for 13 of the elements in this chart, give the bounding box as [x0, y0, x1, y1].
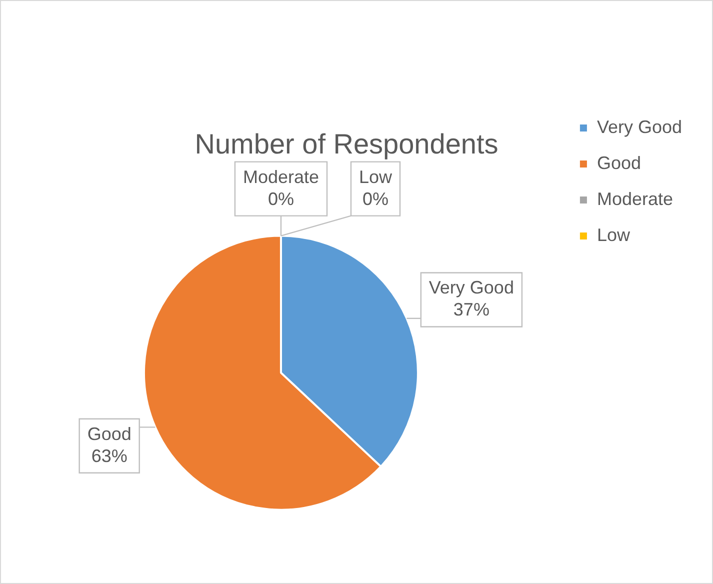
- text: 0%: [268, 188, 294, 209]
- category-label: Moderate: [242, 166, 319, 187]
- data-label: 37%: [453, 300, 490, 320]
- text: 0%: [362, 188, 388, 209]
- legend-label: Moderate: [596, 188, 673, 209]
- data-label: 63%: [91, 446, 128, 466]
- legend-label: Good: [596, 152, 641, 173]
- slice-label: Good: [87, 424, 132, 444]
- chart-title: Number of Respondents: [194, 128, 498, 160]
- legend-label: Very Good: [596, 116, 682, 137]
- category-label: Low: [358, 166, 392, 187]
- legend-label: Low: [596, 224, 631, 245]
- slice-label: Very Good: [428, 278, 514, 298]
